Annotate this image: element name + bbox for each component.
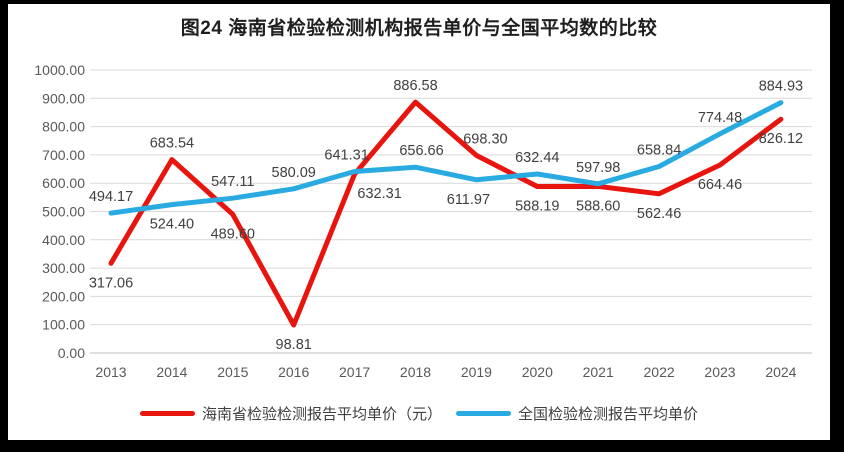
x-axis-tick-label: 2021 [583, 364, 614, 380]
hainan-series-line [108, 99, 784, 328]
data-label: 641.31 [324, 148, 368, 164]
line-chart: 0.00 100.00 200.00 300.00 400.00 500.00 600.00… [34, 62, 812, 380]
legend: 海南省检验检测报告平均单价（元） 全国检验检测报告平均单价 [8, 403, 830, 424]
data-label: 886.58 [393, 78, 437, 94]
chart-panel: 图24 海南省检验检测机构报告单价与全国平均数的比较 0.00 100.00 200… [8, 4, 830, 440]
y-axis-tick-label: 300.00 [42, 260, 85, 276]
x-axis-tick-label: 2016 [278, 364, 309, 380]
x-axis-tick-label: 2018 [400, 364, 431, 380]
data-label: 656.66 [399, 143, 443, 159]
y-axis-tick-label: 700.00 [42, 147, 85, 163]
y-axis-tick-label: 900.00 [42, 90, 85, 106]
data-label: 580.09 [272, 165, 316, 181]
x-axis-tick-label: 2024 [765, 364, 796, 380]
y-axis-tick-label: 0.00 [58, 345, 85, 361]
data-label: 317.06 [89, 275, 133, 291]
y-axis-tick-label: 200.00 [42, 288, 85, 304]
x-axis-tick-label: 2013 [95, 364, 126, 380]
data-label: 524.40 [150, 217, 194, 233]
y-axis-tick-label: 1000.00 [34, 62, 85, 78]
data-label: 683.54 [150, 136, 194, 152]
data-label: 632.31 [357, 186, 401, 202]
data-label: 547.11 [211, 174, 254, 190]
data-label: 632.44 [515, 150, 559, 166]
legend-label-national: 全国检验检测报告平均单价 [518, 406, 699, 423]
data-label: 489.60 [211, 226, 255, 242]
data-label: 588.60 [576, 198, 620, 214]
x-axis-tick-label: 2022 [644, 364, 675, 380]
y-axis-tick-label: 500.00 [42, 204, 85, 220]
data-label: 597.98 [576, 160, 620, 176]
national-series-line [108, 100, 784, 216]
chart-title: 图24 海南省检验检测机构报告单价与全国平均数的比较 [180, 18, 658, 39]
legend-item-national: 全国检验检测报告平均单价 [456, 403, 698, 424]
data-label: 494.17 [89, 189, 133, 205]
x-axis-tick-label: 2020 [522, 364, 553, 380]
x-axis-tick-label: 2015 [217, 364, 248, 380]
data-label: 884.93 [759, 79, 803, 95]
x-axis-tick-label: 2017 [339, 364, 370, 380]
data-label: 611.97 [447, 192, 490, 208]
data-label: 658.84 [637, 143, 681, 159]
x-axis-tick-label: 2019 [461, 364, 492, 380]
x-axis-tick-label: 2014 [156, 364, 187, 380]
legend-swatch-hainan-line [139, 411, 195, 416]
legend-swatch-national-line [456, 411, 511, 416]
data-label: 98.81 [276, 337, 312, 353]
y-axis-tick-label: 400.00 [42, 232, 85, 248]
x-axis-tick-label: 2023 [704, 364, 735, 380]
data-label: 826.12 [759, 131, 803, 147]
y-axis-tick-label: 100.00 [42, 317, 85, 333]
data-label: 698.30 [463, 131, 507, 147]
y-axis-tick-label: 600.00 [42, 175, 85, 191]
legend-item-hainan: 海南省检验检测报告平均单价（元） [139, 403, 442, 424]
legend-label-hainan: 海南省检验检测报告平均单价（元） [201, 406, 442, 423]
data-label: 562.46 [637, 206, 681, 222]
data-label: 664.46 [698, 177, 742, 193]
data-label: 588.19 [515, 199, 559, 215]
y-axis-tick-label: 800.00 [42, 119, 85, 135]
data-label: 774.48 [698, 110, 742, 126]
